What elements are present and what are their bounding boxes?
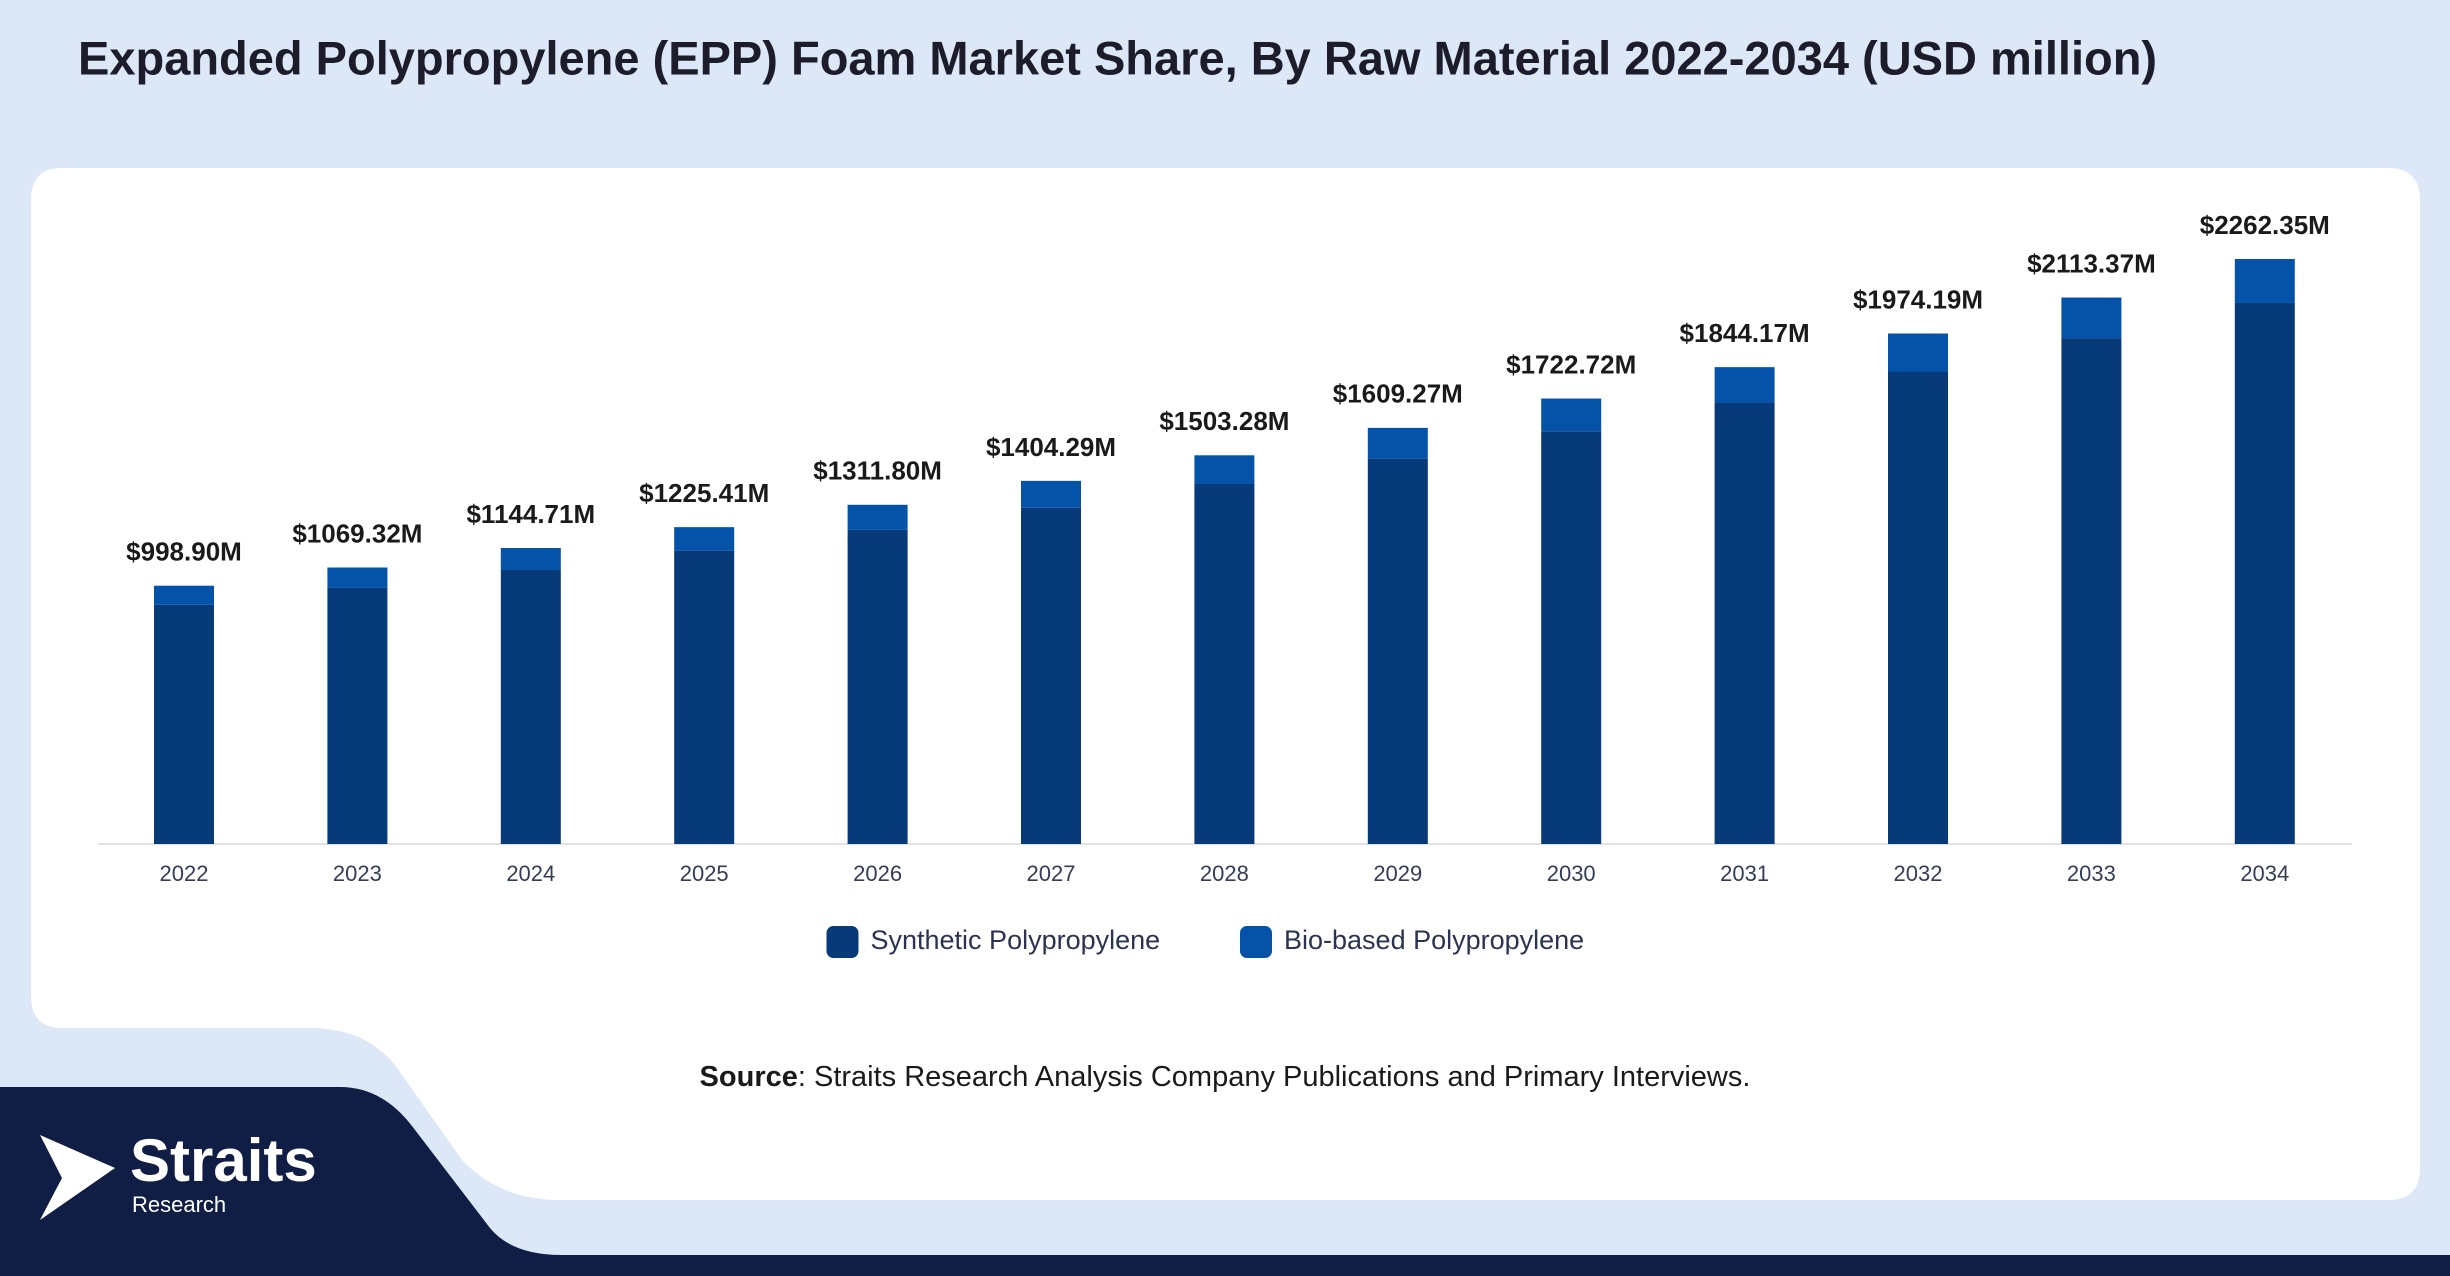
- x-tick-label: 2027: [1027, 861, 1076, 886]
- bar-segment: [1194, 455, 1255, 484]
- bar-segment: [1888, 371, 1948, 844]
- x-tick-label: 2023: [333, 861, 382, 886]
- x-tick-label: 2026: [853, 861, 902, 886]
- bar-segment: [2061, 338, 2122, 844]
- bar-segment: [1194, 483, 1255, 844]
- x-tick-label: 2031: [1720, 861, 1769, 886]
- legend-swatch: [1240, 926, 1272, 958]
- total-label: $1844.17M: [1680, 318, 1810, 348]
- legend: Synthetic Polypropylene Bio-based Polypro…: [826, 925, 1584, 958]
- x-tick-label: 2024: [506, 861, 555, 886]
- x-tick-label: 2034: [2240, 861, 2289, 886]
- bar-segment: [2061, 297, 2122, 339]
- total-label: $1609.27M: [1333, 379, 1463, 409]
- total-label: $998.90M: [126, 537, 242, 567]
- total-label: $1225.41M: [639, 478, 769, 508]
- legend-label: Synthetic Polypropylene: [871, 925, 1161, 955]
- bar-segment: [327, 567, 388, 588]
- legend-swatch: [826, 926, 859, 958]
- x-tick-label: 2032: [1894, 861, 1943, 886]
- source-note: Source: Straits Research Analysis Compan…: [700, 1061, 1751, 1093]
- x-tick-label: 2022: [160, 861, 209, 886]
- legend-label: Bio-based Polypropylene: [1284, 925, 1584, 955]
- total-label: $1722.72M: [1506, 349, 1636, 379]
- bar-segment: [500, 548, 561, 570]
- footer-band: [0, 1087, 2450, 1276]
- x-tick-label: 2033: [2067, 861, 2116, 886]
- total-label: $1069.32M: [292, 518, 422, 548]
- bar-segment: [500, 569, 561, 844]
- bar-segment: [327, 587, 388, 844]
- total-label: $1503.28M: [1159, 406, 1289, 436]
- bar-segment: [674, 527, 735, 551]
- bar-segment: [2234, 302, 2295, 844]
- bar-segment: [674, 550, 735, 844]
- bar-segment: [2234, 259, 2295, 303]
- logo-sub: Research: [132, 1192, 226, 1217]
- bar-segment: [1367, 458, 1428, 844]
- bar-segment: [1714, 367, 1775, 403]
- bar-segment: [154, 604, 214, 844]
- bar-segment: [154, 585, 214, 605]
- x-tick-label: 2029: [1373, 861, 1422, 886]
- source-label: Source: [700, 1061, 798, 1093]
- bar-segment: [1888, 333, 1948, 372]
- chart-title: Expanded Polypropylene (EPP) Foam Market…: [78, 31, 2157, 84]
- source-text: : Straits Research Analysis Company Publ…: [798, 1061, 1751, 1093]
- logo-name: Straits: [130, 1127, 317, 1194]
- bar-segment: [1541, 431, 1602, 844]
- x-tick-label: 2028: [1200, 861, 1249, 886]
- bar-segment: [1367, 427, 1428, 459]
- x-tick-label: 2025: [680, 861, 729, 886]
- logo-icon: [40, 1135, 115, 1220]
- total-label: $1404.29M: [986, 432, 1116, 462]
- total-label: $1311.80M: [813, 456, 942, 486]
- bar-segment: [1714, 402, 1775, 844]
- x-tick-label: 2030: [1547, 861, 1596, 886]
- total-label: $1144.71M: [466, 499, 595, 529]
- bar-segment: [847, 529, 908, 844]
- bar-segment: [847, 504, 908, 530]
- bar-segment: [1021, 507, 1081, 844]
- bar-segment: [1021, 480, 1081, 508]
- total-label: $1974.19M: [1853, 284, 1983, 314]
- total-label: $2262.35M: [2200, 210, 2330, 240]
- bar-segment: [1541, 398, 1602, 432]
- total-label: $2113.37M: [2027, 248, 2156, 278]
